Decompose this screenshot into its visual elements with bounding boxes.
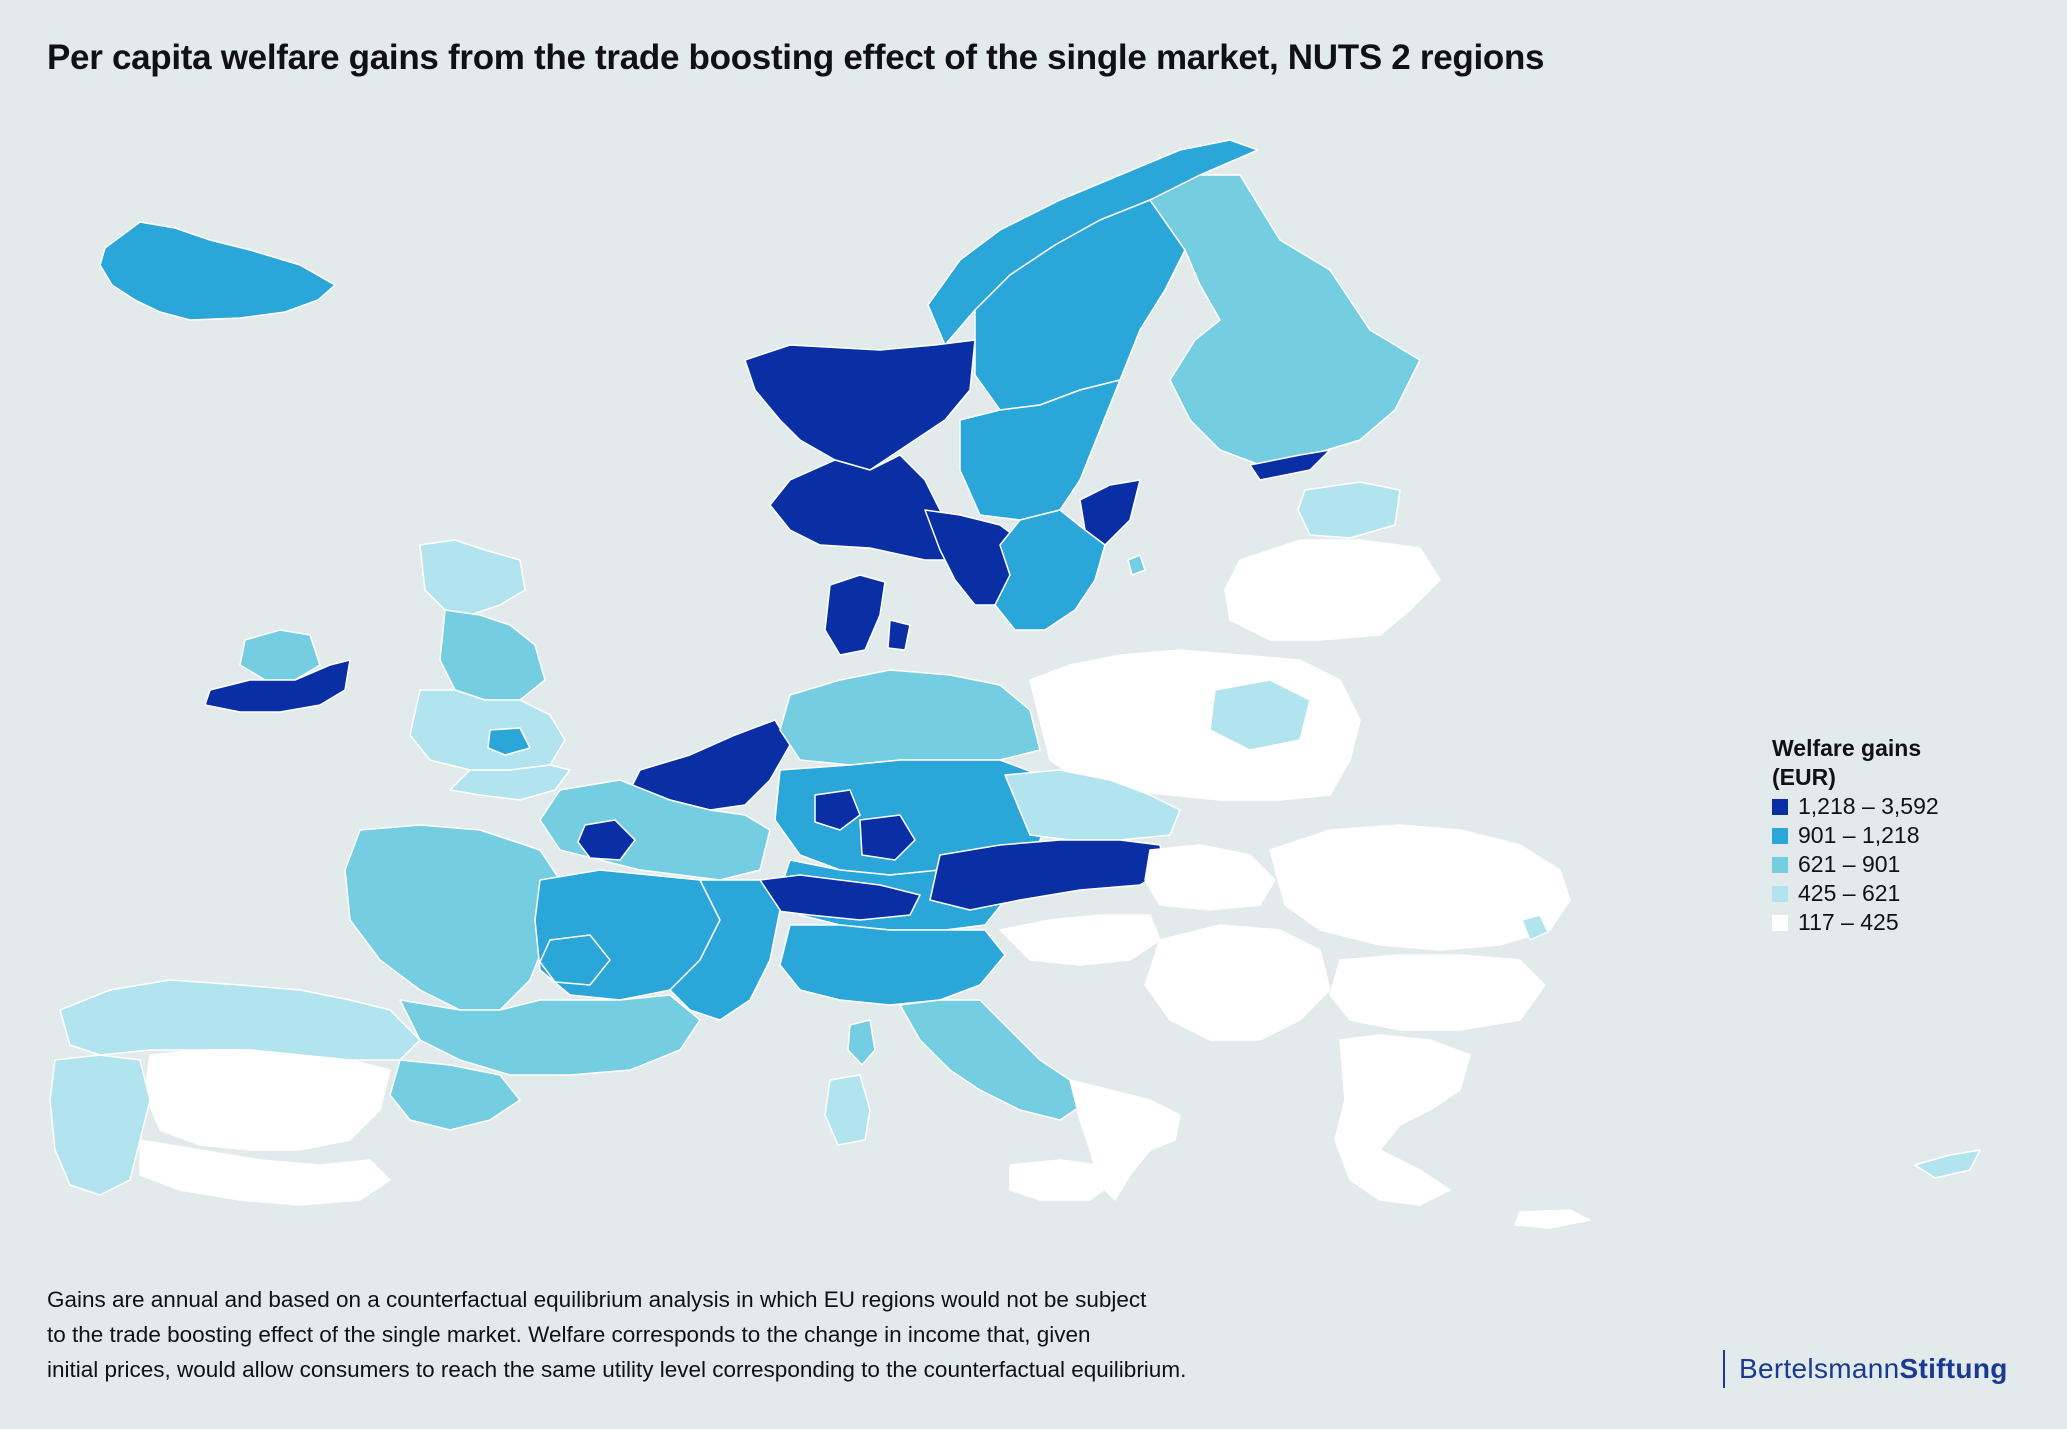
region-london xyxy=(487,727,531,756)
region-iceland xyxy=(99,221,336,321)
legend-title-line2: (EUR) xyxy=(1772,764,1836,790)
region-spain-south xyxy=(139,1139,391,1206)
legend-title: Welfare gains (EUR) xyxy=(1772,734,1972,792)
region-austria xyxy=(929,839,1166,911)
footnote: Gains are annual and based on a counterf… xyxy=(47,1282,1447,1387)
bertelsmann-stiftung-logo: BertelsmannStiftung xyxy=(1723,1349,2008,1389)
logo-bar xyxy=(1723,1350,1725,1388)
region-france-south xyxy=(399,994,701,1076)
region-norway-west xyxy=(744,339,976,471)
region-italy-north xyxy=(779,924,1006,1006)
region-north-england xyxy=(439,609,546,701)
region-portugal xyxy=(49,1054,151,1196)
region-ireland-south xyxy=(204,659,351,713)
region-hungary-slovakia xyxy=(1144,844,1276,911)
region-catalonia xyxy=(389,1059,521,1131)
page-title: Per capita welfare gains from the trade … xyxy=(47,38,1545,77)
region-spain-north xyxy=(59,979,421,1061)
region-norway-south xyxy=(769,454,961,561)
footnote-line-2: to the trade boosting effect of the sing… xyxy=(47,1322,1091,1347)
legend-item-2: 901 – 1,218 xyxy=(1772,821,1972,850)
region-munich xyxy=(859,814,916,861)
region-cyprus xyxy=(1914,1149,1981,1179)
region-corsica xyxy=(847,1019,876,1066)
legend-item-1: 1,218 – 3,592 xyxy=(1772,792,1972,821)
region-poland-warsaw xyxy=(1209,679,1311,751)
region-estonia xyxy=(1297,481,1401,539)
region-bulgaria xyxy=(1329,954,1546,1031)
region-germany-north xyxy=(779,669,1041,766)
footnote-line-1: Gains are annual and based on a counterf… xyxy=(47,1287,1147,1312)
legend-swatch-5 xyxy=(1772,914,1788,931)
legend-label-1: 1,218 – 3,592 xyxy=(1798,793,1939,819)
region-france-east xyxy=(669,879,781,1021)
region-sweden-south xyxy=(994,509,1106,631)
region-greece xyxy=(1334,1034,1471,1206)
region-england-mid xyxy=(409,689,566,771)
legend-label-5: 117 – 425 xyxy=(1798,909,1899,935)
region-finland xyxy=(1149,174,1421,466)
map-legend: Welfare gains (EUR) 1,218 – 3,592 901 – … xyxy=(1772,734,1972,937)
legend-swatch-1 xyxy=(1772,798,1788,815)
region-croatia-slovenia xyxy=(999,914,1161,966)
region-sardinia xyxy=(824,1074,871,1146)
region-czechia xyxy=(1004,769,1181,841)
region-balkans xyxy=(1144,924,1331,1041)
logo-part2: Stiftung xyxy=(1899,1353,2008,1384)
region-ireland-west xyxy=(239,629,321,681)
legend-swatch-3 xyxy=(1772,856,1788,873)
legend-label-2: 901 – 1,218 xyxy=(1798,822,1920,848)
legend-item-3: 621 – 901 xyxy=(1772,850,1972,879)
region-spain-central xyxy=(144,1049,391,1151)
region-scotland xyxy=(419,539,526,616)
region-baltics xyxy=(1224,539,1441,641)
region-denmark xyxy=(824,574,886,656)
legend-item-4: 425 – 621 xyxy=(1772,879,1972,908)
region-paris xyxy=(577,819,636,861)
legend-title-line1: Welfare gains xyxy=(1772,735,1922,761)
region-crete xyxy=(1514,1209,1591,1229)
region-frankfurt xyxy=(814,789,861,831)
logo-part1: Bertelsmann xyxy=(1739,1353,1900,1384)
region-italy-central xyxy=(899,999,1091,1121)
legend-label-4: 425 – 621 xyxy=(1798,880,1901,906)
region-sicily xyxy=(1009,1159,1111,1201)
region-france-west xyxy=(344,824,561,1011)
region-lyon xyxy=(539,934,611,986)
legend-swatch-2 xyxy=(1772,827,1788,844)
legend-item-5: 117 – 425 xyxy=(1772,908,1972,937)
legend-swatch-4 xyxy=(1772,885,1788,902)
region-helsinki xyxy=(1249,449,1331,481)
legend-label-3: 621 – 901 xyxy=(1798,851,1901,877)
region-romania xyxy=(1269,824,1571,951)
region-sofia xyxy=(1521,914,1549,941)
region-sweden-middle xyxy=(959,379,1121,521)
logo-text: BertelsmannStiftung xyxy=(1739,1353,2008,1385)
footnote-line-3: initial prices, would allow consumers to… xyxy=(47,1357,1187,1382)
region-switzerland xyxy=(759,874,921,921)
region-aland xyxy=(1127,554,1146,576)
region-london-south xyxy=(449,764,571,801)
region-denmark-east xyxy=(887,619,911,651)
